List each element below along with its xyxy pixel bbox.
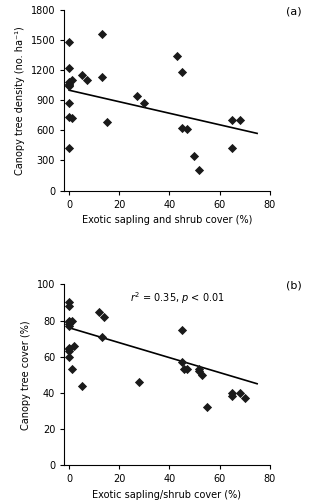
Point bbox=[182, 366, 187, 374]
Point bbox=[67, 346, 72, 354]
Point bbox=[179, 68, 185, 76]
Point bbox=[67, 352, 72, 360]
Point bbox=[67, 302, 72, 310]
Point bbox=[67, 64, 72, 72]
Text: (a): (a) bbox=[286, 6, 302, 16]
Point bbox=[67, 114, 72, 122]
X-axis label: Exotic sapling/shrub cover (%): Exotic sapling/shrub cover (%) bbox=[92, 490, 241, 500]
Point bbox=[204, 403, 210, 411]
Point bbox=[237, 389, 242, 397]
X-axis label: Exotic sapling and shrub cover (%): Exotic sapling and shrub cover (%) bbox=[82, 215, 252, 225]
Point bbox=[67, 80, 72, 88]
Y-axis label: Canopy tree cover (%): Canopy tree cover (%) bbox=[21, 320, 31, 430]
Point bbox=[69, 114, 74, 122]
Point bbox=[179, 358, 185, 366]
Point bbox=[192, 152, 197, 160]
Point bbox=[134, 92, 139, 100]
Point bbox=[99, 333, 104, 341]
Point bbox=[67, 344, 72, 351]
Point bbox=[197, 366, 202, 374]
Point bbox=[179, 124, 185, 132]
Point bbox=[67, 316, 72, 324]
Point bbox=[97, 308, 102, 316]
Point bbox=[99, 30, 104, 38]
Point bbox=[199, 370, 204, 378]
Point bbox=[67, 322, 72, 330]
Point bbox=[237, 116, 242, 124]
Point bbox=[67, 320, 72, 328]
Point bbox=[69, 316, 74, 324]
Point bbox=[79, 382, 84, 390]
Point bbox=[179, 326, 185, 334]
Text: (b): (b) bbox=[286, 281, 302, 291]
Point bbox=[84, 76, 89, 84]
Point bbox=[174, 52, 179, 60]
Y-axis label: Canopy tree density (no. ha⁻¹): Canopy tree density (no. ha⁻¹) bbox=[15, 26, 25, 174]
Point bbox=[230, 144, 235, 152]
Point bbox=[67, 81, 72, 89]
Point bbox=[67, 144, 72, 152]
Point bbox=[67, 347, 72, 355]
Point bbox=[72, 342, 77, 350]
Point bbox=[69, 366, 74, 374]
Point bbox=[67, 100, 72, 108]
Text: $r^2$ = 0.35, $p$ < 0.01: $r^2$ = 0.35, $p$ < 0.01 bbox=[130, 290, 225, 306]
Point bbox=[197, 166, 202, 174]
Point bbox=[104, 118, 109, 126]
Point bbox=[67, 38, 72, 46]
Point bbox=[67, 298, 72, 306]
Point bbox=[137, 378, 142, 386]
Point bbox=[79, 71, 84, 79]
Point bbox=[242, 394, 247, 402]
Point bbox=[102, 313, 107, 321]
Point bbox=[230, 392, 235, 400]
Point bbox=[230, 116, 235, 124]
Point bbox=[69, 76, 74, 84]
Point bbox=[99, 73, 104, 81]
Point bbox=[184, 366, 189, 374]
Point bbox=[67, 78, 72, 86]
Point bbox=[184, 126, 189, 134]
Point bbox=[67, 82, 72, 90]
Point bbox=[197, 367, 202, 375]
Point bbox=[67, 318, 72, 326]
Point bbox=[230, 389, 235, 397]
Point bbox=[142, 100, 147, 108]
